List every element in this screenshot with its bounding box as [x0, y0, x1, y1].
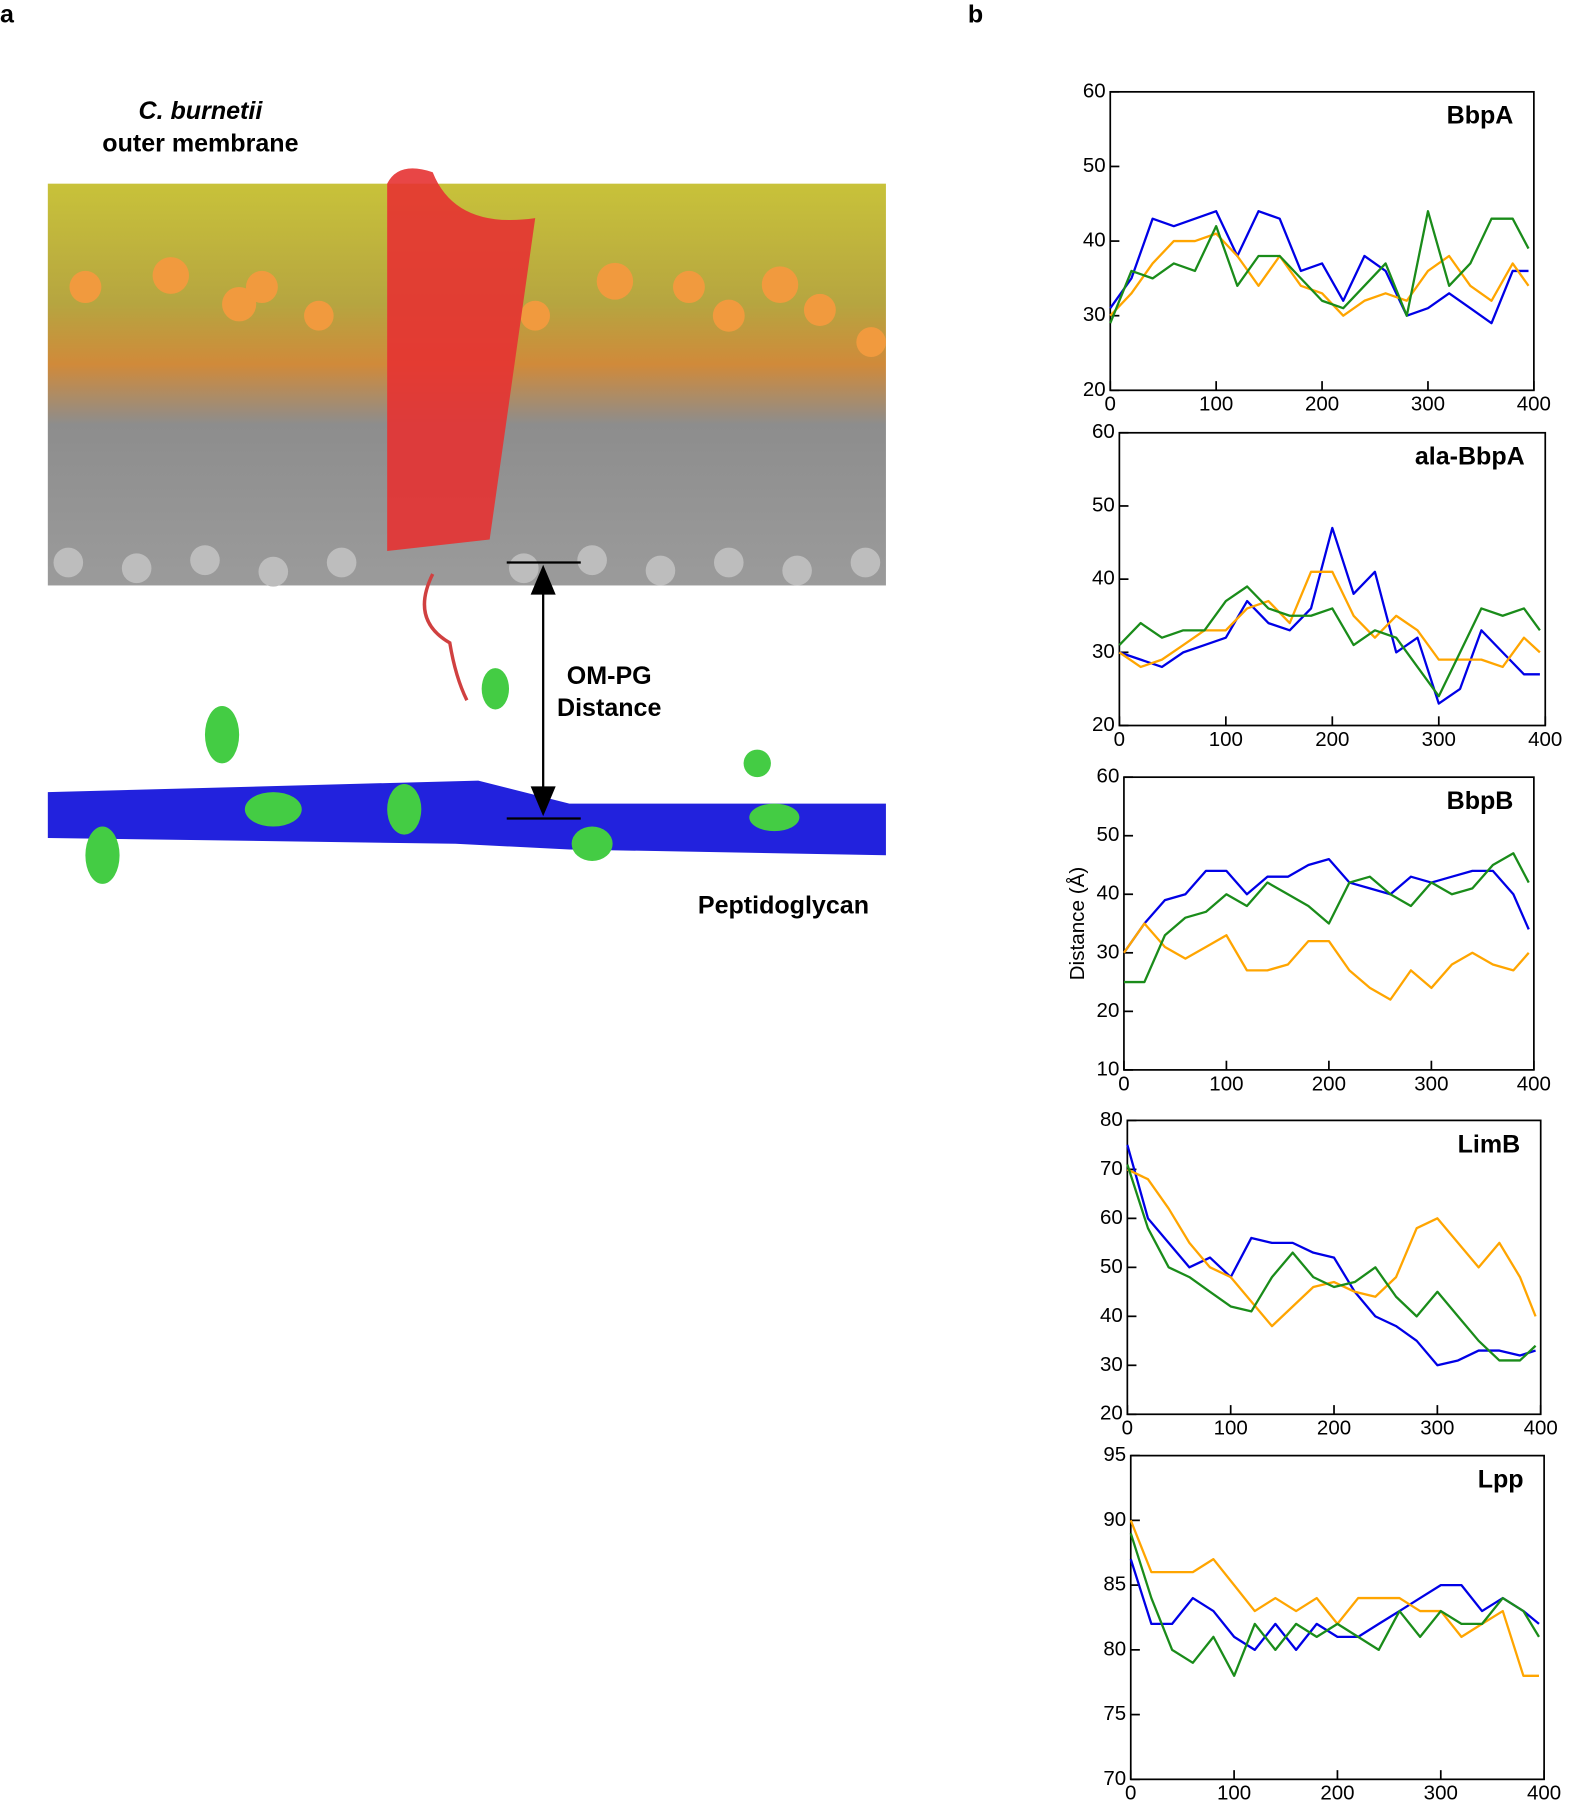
- plot-frame: [1129, 1454, 1545, 1781]
- x-tick-label: 0: [1122, 1417, 1133, 1440]
- y-tick-label: 60: [1083, 79, 1106, 102]
- y-tick-label: 20: [1092, 713, 1115, 736]
- organism-label: C. burnetii: [139, 97, 264, 125]
- y-tick-label: 70: [1100, 1157, 1123, 1180]
- x-tick-label: 300: [1422, 728, 1456, 751]
- y-tick-label: 30: [1097, 940, 1120, 963]
- x-tick-label: 200: [1315, 728, 1349, 751]
- x-tick-label: 300: [1420, 1417, 1454, 1440]
- chart-title: BbpA: [1447, 102, 1514, 130]
- line-chart: 10 20 30 40 50 60 0 100 200 300 400 BbpB Distance (Å…: [1066, 765, 1551, 1096]
- series-line: [1126, 1168, 1537, 1328]
- distance-label: OM-PG: [567, 662, 652, 690]
- x-tick-label: 400: [1524, 1417, 1558, 1440]
- x-tick-label: 200: [1305, 393, 1339, 416]
- y-tick-label: 90: [1103, 1508, 1126, 1531]
- series-line: [1122, 922, 1530, 1001]
- headgroups: [69, 257, 886, 358]
- chart-title: LimB: [1458, 1130, 1521, 1158]
- membrane-illustration: C. burnetii outer membrane OM-PG Distanc…: [47, 97, 886, 920]
- series-line: [1118, 585, 1541, 698]
- x-tick-label: 200: [1317, 1417, 1351, 1440]
- x-tick-label: 100: [1217, 1782, 1251, 1800]
- x-tick-label: 0: [1125, 1782, 1136, 1800]
- series-line: [1109, 210, 1529, 325]
- y-tick-label: 50: [1097, 823, 1120, 846]
- series-line: [1122, 857, 1530, 954]
- layer-label: Peptidoglycan: [698, 891, 869, 919]
- barrel-protein: [387, 168, 536, 552]
- x-tick-label: 100: [1199, 393, 1233, 416]
- y-tick-label: 50: [1083, 154, 1106, 177]
- y-tick-label: 50: [1092, 493, 1115, 516]
- series-line: [1119, 526, 1540, 705]
- y-tick-label: 75: [1103, 1702, 1126, 1725]
- y-tick-label: 30: [1083, 303, 1106, 326]
- line-chart: 20 30 40 50 60 0 100 200 300 400 BbpA: [1083, 79, 1551, 415]
- y-tick-label: 85: [1103, 1572, 1126, 1595]
- y-tick-label: 40: [1083, 228, 1106, 251]
- series-line: [1109, 210, 1530, 324]
- y-tick-label: 40: [1100, 1304, 1123, 1327]
- y-tick-label: 60: [1097, 765, 1120, 788]
- arrow-head: [530, 564, 556, 595]
- series-line: [1118, 570, 1541, 669]
- chart-title: ala-BbpA: [1415, 443, 1525, 471]
- y-tick-label: 50: [1100, 1255, 1123, 1278]
- series-line: [1126, 1144, 1536, 1367]
- x-tick-label: 0: [1105, 393, 1116, 416]
- plot-frame: [1118, 431, 1547, 727]
- x-tick-label: 300: [1411, 393, 1445, 416]
- distance-label: Distance: [557, 694, 661, 722]
- y-tick-label: 20: [1083, 378, 1106, 401]
- x-tick-label: 0: [1118, 1072, 1129, 1095]
- line-chart: 7075808590950100200300400LppTime (ns): [1103, 1443, 1561, 1800]
- linker: [422, 573, 469, 702]
- y-axis-label: Distance (Å): [1066, 867, 1089, 981]
- membrane-label: outer membrane: [102, 129, 298, 157]
- arrow-head: [530, 786, 556, 817]
- y-tick-label: 20: [1097, 999, 1120, 1022]
- peptide-crosslinks: [85, 668, 800, 884]
- x-tick-label: 300: [1424, 1782, 1458, 1800]
- y-tick-label: 60: [1100, 1206, 1123, 1229]
- x-tick-label: 200: [1312, 1072, 1346, 1095]
- x-tick-label: 200: [1320, 1782, 1354, 1800]
- chart-title: Lpp: [1478, 1465, 1524, 1493]
- y-tick-label: 30: [1092, 640, 1115, 663]
- y-tick-label: 40: [1092, 567, 1115, 590]
- y-tick-label: 10: [1097, 1057, 1120, 1080]
- y-tick-label: 95: [1103, 1443, 1126, 1466]
- x-tick-label: 100: [1209, 728, 1243, 751]
- x-tick-label: 400: [1517, 393, 1551, 416]
- y-tick-label: 40: [1097, 882, 1120, 905]
- x-tick-label: 400: [1517, 1072, 1551, 1095]
- panel-label: b: [968, 1, 983, 29]
- x-tick-label: 400: [1527, 1782, 1561, 1800]
- y-tick-label: 20: [1100, 1402, 1123, 1425]
- line-chart: 20 30 40 50 60 0 100 200 300 400 ala-BbpA: [1092, 420, 1562, 751]
- y-tick-label: 60: [1092, 420, 1115, 443]
- x-tick-label: 100: [1209, 1072, 1243, 1095]
- y-tick-label: 70: [1103, 1767, 1126, 1790]
- series-line: [1126, 1164, 1537, 1362]
- series-line: [1109, 232, 1530, 317]
- inner-headgroups: [53, 545, 881, 587]
- panel-label: a: [0, 1, 15, 29]
- series-line: [1129, 1532, 1540, 1677]
- x-tick-label: 0: [1114, 728, 1125, 751]
- series-line: [1129, 1558, 1540, 1651]
- chart-title: BbpB: [1447, 787, 1514, 815]
- y-tick-label: 80: [1100, 1108, 1123, 1131]
- series-line: [1123, 852, 1530, 984]
- x-tick-label: 100: [1214, 1417, 1248, 1440]
- x-tick-label: 300: [1414, 1072, 1448, 1095]
- x-tick-label: 400: [1528, 728, 1562, 751]
- line-chart: 20 30 40 50 60 70 80 0 100 200 300 400 LimB: [1100, 1108, 1558, 1440]
- y-tick-label: 30: [1100, 1353, 1123, 1376]
- y-tick-label: 80: [1103, 1637, 1126, 1660]
